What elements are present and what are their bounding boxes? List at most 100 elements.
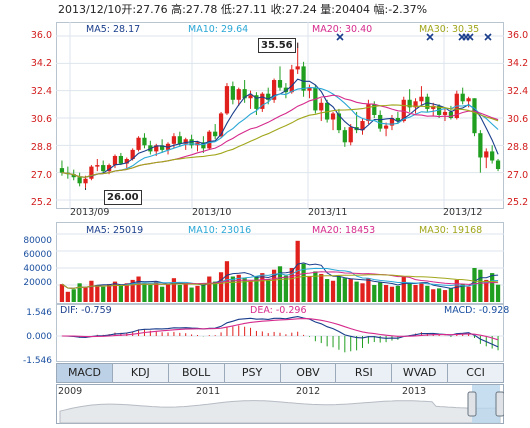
candle-body — [466, 98, 471, 102]
price-tick-label: 30.6 — [507, 114, 529, 125]
candle-body — [442, 111, 448, 115]
macd-value-label: MACD: -0.928 — [444, 305, 510, 316]
candle-body — [348, 127, 353, 143]
volume-bar — [366, 278, 371, 302]
price-ma30-label: MA30: 30.35 — [419, 24, 480, 35]
volume-bar — [495, 284, 501, 302]
overview-year-label: 2011 — [196, 386, 221, 397]
macd-tick-label: 1.546 — [26, 308, 52, 318]
volume-bar — [413, 285, 418, 302]
event-marker-icon — [484, 33, 492, 41]
volume-bar — [236, 274, 241, 302]
candle-body — [218, 113, 224, 137]
candle-body — [242, 89, 247, 99]
price-tick-label: 27.0 — [507, 170, 529, 181]
tab-psy[interactable]: PSY — [225, 364, 281, 382]
candle-body — [472, 98, 477, 134]
candle-body — [295, 66, 300, 70]
volume-bar — [130, 279, 135, 302]
macd-tick-label: 0.000 — [26, 332, 52, 342]
event-marker-icon — [466, 33, 474, 41]
volume-tick-label: 80000 — [23, 236, 52, 246]
candle-body — [336, 113, 342, 131]
volume-bar — [389, 286, 395, 302]
candle-body — [478, 133, 483, 158]
candle-body — [342, 130, 347, 143]
volume-bar — [401, 276, 406, 302]
range-overview-chart[interactable] — [56, 384, 504, 424]
low-label: 低: — [220, 3, 236, 16]
volume-bar — [59, 284, 65, 302]
candle-body — [89, 166, 94, 179]
macd-tick-label: -1.546 — [22, 356, 52, 366]
candle-body — [490, 151, 495, 161]
volume-bar — [124, 283, 129, 302]
price-tick-label: 30.6 — [30, 114, 52, 125]
volume-bar — [283, 275, 289, 302]
candle-body — [283, 87, 289, 93]
candle-body — [277, 80, 283, 88]
tab-kdj[interactable]: KDJ — [113, 364, 169, 382]
volume-chart[interactable] — [56, 222, 504, 304]
candle-body — [118, 155, 124, 164]
range-handle-left — [467, 391, 477, 417]
volume-bar — [442, 290, 448, 302]
candle-body — [448, 111, 454, 118]
volume-bar — [348, 279, 353, 302]
candle-body — [407, 99, 412, 108]
open-label: 开: — [121, 3, 137, 16]
candle-body — [419, 96, 424, 102]
period-low-callout: 26.00 — [104, 190, 142, 205]
candle-body — [83, 178, 88, 184]
candle-body — [301, 66, 306, 91]
price-tick-label: 36.0 — [507, 30, 529, 41]
tab-rsi[interactable]: RSI — [336, 364, 393, 382]
quote-header: 2013/12/10开:27.76 高:27.78 低:27.11 收:27.2… — [0, 0, 530, 20]
candle-body — [95, 165, 100, 167]
volume-bar — [301, 263, 306, 302]
change-label: 幅: — [373, 3, 389, 16]
range-handle-right — [495, 391, 504, 417]
volume-bar — [177, 285, 182, 302]
price-tick-label: 32.4 — [30, 86, 52, 97]
tab-boll[interactable]: BOLL — [169, 364, 225, 382]
volume-bar — [118, 285, 124, 302]
volume-bar — [466, 286, 471, 302]
volume-bar — [383, 285, 389, 302]
indicator-tab-bar: MACD KDJ BOLL PSY OBV RSI WVAD CCI — [56, 363, 504, 383]
macd-dif-line — [61, 316, 499, 348]
candle-body — [254, 95, 259, 109]
price-ma10-label: MA10: 29.64 — [188, 24, 249, 35]
volume-bar — [277, 266, 283, 302]
price-tick-label: 28.8 — [507, 142, 529, 153]
ma10-line — [61, 87, 499, 178]
volume-bar — [395, 285, 400, 302]
tab-cci[interactable]: CCI — [466, 366, 485, 379]
volume-bar — [71, 289, 76, 302]
tab-wvad[interactable]: WVAD — [392, 364, 449, 382]
tab-obv[interactable]: OBV — [281, 364, 337, 382]
volume-bar — [436, 288, 442, 302]
date-tick-label: 2013/10 — [192, 207, 232, 218]
candle-body — [59, 168, 65, 173]
price-tick-label: 34.2 — [30, 58, 52, 69]
candle-body — [271, 80, 277, 100]
candle-body — [431, 105, 436, 109]
date-tick-label: 2013/12 — [443, 207, 483, 218]
tab-macd[interactable]: MACD — [57, 364, 113, 382]
candle-body — [177, 136, 182, 144]
volume-bar — [313, 271, 318, 302]
price-tick-label: 34.2 — [507, 58, 529, 69]
volume-bar — [95, 285, 100, 302]
candlestick-chart[interactable] — [56, 22, 504, 209]
macd-dea-line — [61, 318, 499, 341]
candle-body — [77, 177, 82, 184]
candle-body — [236, 89, 241, 100]
volume-bar — [171, 278, 177, 302]
volume-bar — [336, 276, 342, 302]
low-value: 27.11 — [235, 3, 268, 16]
volume-value: 20404 — [335, 3, 370, 16]
macd-chart[interactable] — [56, 304, 504, 362]
volume-bar — [407, 283, 412, 302]
volume-bar — [448, 288, 454, 302]
